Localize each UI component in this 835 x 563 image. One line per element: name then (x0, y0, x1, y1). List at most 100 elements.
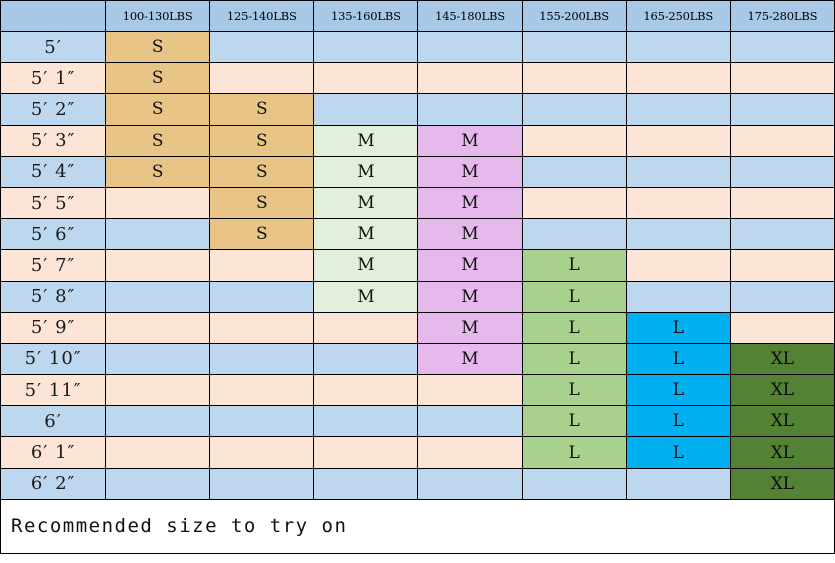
size-cell-empty (313, 467, 419, 500)
size-cell-s: S (209, 218, 315, 251)
table-row: 5′ 8″ M M L (0, 280, 835, 313)
size-cell-m: M (313, 249, 419, 282)
table-row: 5′ 3″ S S M M (0, 124, 835, 157)
size-cell-m: M (417, 218, 523, 251)
row-header-height: 6′ 1″ (0, 436, 107, 469)
size-cell-empty (209, 311, 315, 344)
size-cell-m: M (417, 249, 523, 282)
size-cell-empty (729, 311, 835, 344)
size-cell-empty (521, 124, 627, 157)
size-cell-m: M (417, 186, 523, 220)
size-cell-empty (313, 311, 419, 344)
size-cell-empty (105, 436, 211, 469)
table-row: 5′ S (0, 30, 835, 64)
size-cell-empty (625, 30, 731, 64)
size-cell-empty (209, 249, 315, 282)
size-cell-xl: XL (729, 436, 835, 469)
size-cell-l: L (521, 374, 627, 407)
table-row: 6′ 1″ L L XL (0, 436, 835, 469)
size-cell-m: M (313, 124, 419, 157)
size-cell-empty (625, 186, 731, 220)
size-cell-l: L (625, 436, 731, 469)
size-cell-s: S (209, 186, 315, 220)
size-cell-empty (313, 93, 419, 126)
size-cell-empty (729, 30, 835, 64)
row-header-height: 5′ 10″ (0, 342, 107, 376)
table-row: 5′ 11″ L L XL (0, 374, 835, 407)
size-cell-empty (521, 155, 627, 188)
size-cell-empty (417, 374, 523, 407)
column-header-145-180lbs: 145-180LBS (417, 0, 523, 32)
row-header-height: 5′ (0, 30, 107, 64)
size-cell-empty (417, 62, 523, 95)
size-cell-xl: XL (729, 342, 835, 376)
header-row: 100-130LBS 125-140LBS 135-160LBS 145-180… (0, 0, 835, 32)
size-cell-empty (313, 342, 419, 376)
size-cell-l: L (625, 311, 731, 344)
table-row: 5′ 9″ M L L (0, 311, 835, 344)
size-cell-l: L (625, 342, 731, 376)
row-header-height: 5′ 8″ (0, 280, 107, 313)
table-row: 5′ 7″ M M L (0, 249, 835, 282)
size-cell-xl: XL (729, 467, 835, 500)
size-cell-empty (209, 30, 315, 64)
size-cell-empty (729, 93, 835, 126)
size-cell-empty (209, 342, 315, 376)
size-cell-empty (625, 155, 731, 188)
table-row: 5′ 1″ S (0, 62, 835, 95)
size-cell-empty (625, 62, 731, 95)
size-cell-empty (417, 405, 523, 438)
size-cell-m: M (313, 280, 419, 313)
size-recommendation-table: 100-130LBS 125-140LBS 135-160LBS 145-180… (0, 0, 835, 500)
size-cell-empty (417, 436, 523, 469)
size-cell-empty (729, 62, 835, 95)
row-header-height: 5′ 11″ (0, 374, 107, 407)
size-cell-s: S (209, 124, 315, 157)
size-cell-empty (521, 467, 627, 500)
size-cell-m: M (417, 342, 523, 376)
size-cell-l: L (521, 280, 627, 313)
size-cell-empty (105, 218, 211, 251)
size-cell-l: L (625, 374, 731, 407)
column-header-100-130lbs: 100-130LBS (105, 0, 211, 32)
table-row: 5′ 5″ S M M (0, 186, 835, 220)
size-cell-empty (417, 467, 523, 500)
size-cell-s: S (105, 124, 211, 157)
column-header-175-280lbs: 175-280LBS (729, 0, 835, 32)
table-body: 5′ S 5′ 1″ S 5′ 2″ S S 5′ 3″ S S M M 5′ 4″ S S M M 5′ 5″ S… (0, 30, 835, 500)
size-cell-empty (521, 30, 627, 64)
size-cell-empty (729, 280, 835, 313)
column-header-135-160lbs: 135-160LBS (313, 0, 419, 32)
size-cell-empty (105, 280, 211, 313)
row-header-height: 5′ 6″ (0, 218, 107, 251)
footer-note: Recommended size to try on (0, 499, 835, 554)
size-cell-m: M (417, 280, 523, 313)
header-corner-blank (0, 0, 107, 32)
size-cell-xl: XL (729, 374, 835, 407)
size-cell-l: L (521, 249, 627, 282)
size-cell-l: L (521, 311, 627, 344)
row-header-height: 6′ 2″ (0, 467, 107, 500)
size-cell-empty (209, 62, 315, 95)
size-cell-m: M (313, 155, 419, 188)
footer-note-text: Recommended size to try on (11, 515, 348, 538)
size-cell-empty (729, 155, 835, 188)
size-cell-empty (521, 62, 627, 95)
size-cell-empty (729, 124, 835, 157)
table-row: 5′ 10″ M L L XL (0, 342, 835, 376)
size-cell-empty (209, 436, 315, 469)
size-cell-empty (521, 93, 627, 126)
size-cell-empty (105, 249, 211, 282)
size-cell-l: L (521, 405, 627, 438)
size-cell-empty (105, 467, 211, 500)
size-cell-s: S (105, 93, 211, 126)
size-cell-m: M (313, 186, 419, 220)
row-header-height: 5′ 3″ (0, 124, 107, 157)
size-cell-m: M (417, 311, 523, 344)
size-cell-empty (209, 374, 315, 407)
row-header-height: 5′ 1″ (0, 62, 107, 95)
size-cell-empty (105, 311, 211, 344)
size-cell-empty (625, 280, 731, 313)
size-cell-s: S (105, 62, 211, 95)
